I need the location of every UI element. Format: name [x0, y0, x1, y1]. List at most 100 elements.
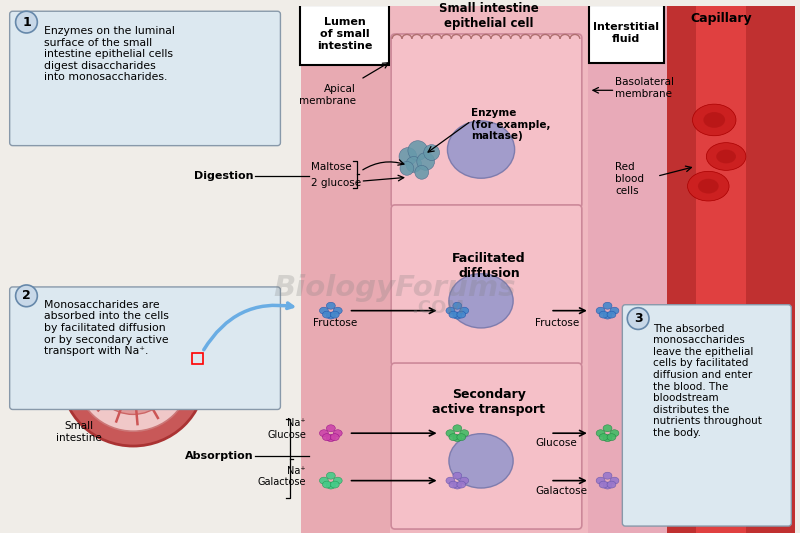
Ellipse shape — [457, 434, 466, 441]
Ellipse shape — [453, 435, 462, 442]
FancyBboxPatch shape — [300, 5, 389, 64]
Ellipse shape — [449, 481, 458, 488]
Ellipse shape — [330, 311, 339, 318]
Text: Monosaccharides are
absorbed into the cells
by facilitated diffusion
or by secon: Monosaccharides are absorbed into the ce… — [44, 300, 169, 356]
Text: Absorption: Absorption — [185, 451, 254, 461]
Ellipse shape — [599, 434, 608, 441]
Bar — [697, 6, 746, 533]
Ellipse shape — [603, 435, 612, 442]
Circle shape — [15, 285, 38, 306]
Text: Secondary
active transport: Secondary active transport — [433, 387, 546, 416]
Circle shape — [399, 148, 417, 165]
Ellipse shape — [449, 311, 458, 318]
Ellipse shape — [453, 312, 462, 319]
Ellipse shape — [603, 425, 612, 432]
Ellipse shape — [603, 482, 612, 489]
Text: Apical
membrane: Apical membrane — [298, 84, 355, 106]
FancyBboxPatch shape — [10, 11, 281, 146]
Circle shape — [424, 144, 439, 160]
Text: Enzyme
(for example,
maltase): Enzyme (for example, maltase) — [471, 108, 550, 141]
Text: The absorbed
monosaccharides
leave the epithelial
cells by facilitated
diffusion: The absorbed monosaccharides leave the e… — [653, 324, 762, 438]
Text: 1: 1 — [22, 15, 31, 29]
Ellipse shape — [687, 171, 729, 201]
Ellipse shape — [607, 311, 616, 318]
Text: Fructose: Fructose — [535, 318, 580, 327]
Ellipse shape — [453, 302, 462, 309]
Ellipse shape — [596, 307, 605, 314]
Circle shape — [415, 165, 429, 179]
Ellipse shape — [449, 273, 513, 328]
Ellipse shape — [326, 472, 335, 479]
Ellipse shape — [610, 477, 619, 484]
Text: Fructose: Fructose — [313, 318, 358, 327]
Text: Galactose: Galactose — [535, 486, 587, 496]
Ellipse shape — [610, 430, 619, 437]
Ellipse shape — [446, 307, 455, 314]
Ellipse shape — [322, 481, 331, 488]
Text: Enzymes on the luminal
surface of the small
intestine epithelial cells
digest di: Enzymes on the luminal surface of the sm… — [44, 26, 175, 83]
Bar — [301, 6, 390, 533]
Ellipse shape — [326, 312, 335, 319]
Ellipse shape — [607, 434, 616, 441]
Ellipse shape — [599, 311, 608, 318]
Ellipse shape — [319, 307, 328, 314]
Text: Basolateral
membrane: Basolateral membrane — [615, 77, 674, 99]
Bar — [746, 6, 795, 533]
Text: 2: 2 — [22, 289, 31, 302]
Ellipse shape — [610, 307, 619, 314]
Text: Small intestine
epithelial cell: Small intestine epithelial cell — [439, 2, 539, 30]
Ellipse shape — [447, 121, 514, 178]
Text: Maltose: Maltose — [311, 163, 352, 172]
Text: BiologyForums: BiologyForums — [274, 274, 516, 302]
Ellipse shape — [326, 302, 335, 309]
Ellipse shape — [330, 481, 339, 488]
Ellipse shape — [693, 104, 736, 136]
Ellipse shape — [326, 425, 335, 432]
Bar — [390, 6, 588, 533]
Ellipse shape — [603, 472, 612, 479]
Text: Red
blood
cells: Red blood cells — [615, 163, 645, 196]
Ellipse shape — [603, 302, 612, 309]
Ellipse shape — [698, 179, 718, 193]
Ellipse shape — [457, 311, 466, 318]
Ellipse shape — [76, 322, 190, 431]
Circle shape — [417, 152, 434, 171]
Ellipse shape — [334, 430, 342, 437]
Ellipse shape — [596, 477, 605, 484]
FancyBboxPatch shape — [589, 5, 664, 62]
Ellipse shape — [453, 425, 462, 432]
FancyBboxPatch shape — [10, 287, 281, 409]
Ellipse shape — [460, 477, 469, 484]
FancyBboxPatch shape — [391, 363, 582, 529]
Ellipse shape — [716, 150, 736, 164]
Ellipse shape — [449, 434, 513, 488]
Ellipse shape — [599, 481, 608, 488]
Ellipse shape — [446, 477, 455, 484]
Ellipse shape — [460, 307, 469, 314]
Text: Digestion: Digestion — [194, 171, 254, 181]
Bar — [588, 6, 667, 533]
Ellipse shape — [706, 143, 746, 171]
Ellipse shape — [319, 477, 328, 484]
Ellipse shape — [322, 434, 331, 441]
Ellipse shape — [607, 481, 616, 488]
Ellipse shape — [334, 477, 342, 484]
Bar — [667, 6, 697, 533]
FancyBboxPatch shape — [391, 205, 582, 366]
FancyBboxPatch shape — [622, 305, 791, 526]
Ellipse shape — [457, 481, 466, 488]
Circle shape — [406, 157, 422, 172]
Circle shape — [400, 161, 414, 175]
Ellipse shape — [334, 307, 342, 314]
Ellipse shape — [326, 482, 335, 489]
Ellipse shape — [453, 482, 462, 489]
Text: Capillary: Capillary — [690, 12, 752, 25]
Text: Glucose: Glucose — [535, 438, 577, 448]
Ellipse shape — [703, 112, 725, 128]
Ellipse shape — [449, 434, 458, 441]
Text: Na⁺
Galactose: Na⁺ Galactose — [258, 466, 306, 488]
Text: Lumen
of small
intestine: Lumen of small intestine — [317, 18, 372, 51]
Text: Facilitated
diffusion: Facilitated diffusion — [452, 252, 526, 280]
Ellipse shape — [319, 430, 328, 437]
Text: .COM: .COM — [411, 298, 464, 317]
